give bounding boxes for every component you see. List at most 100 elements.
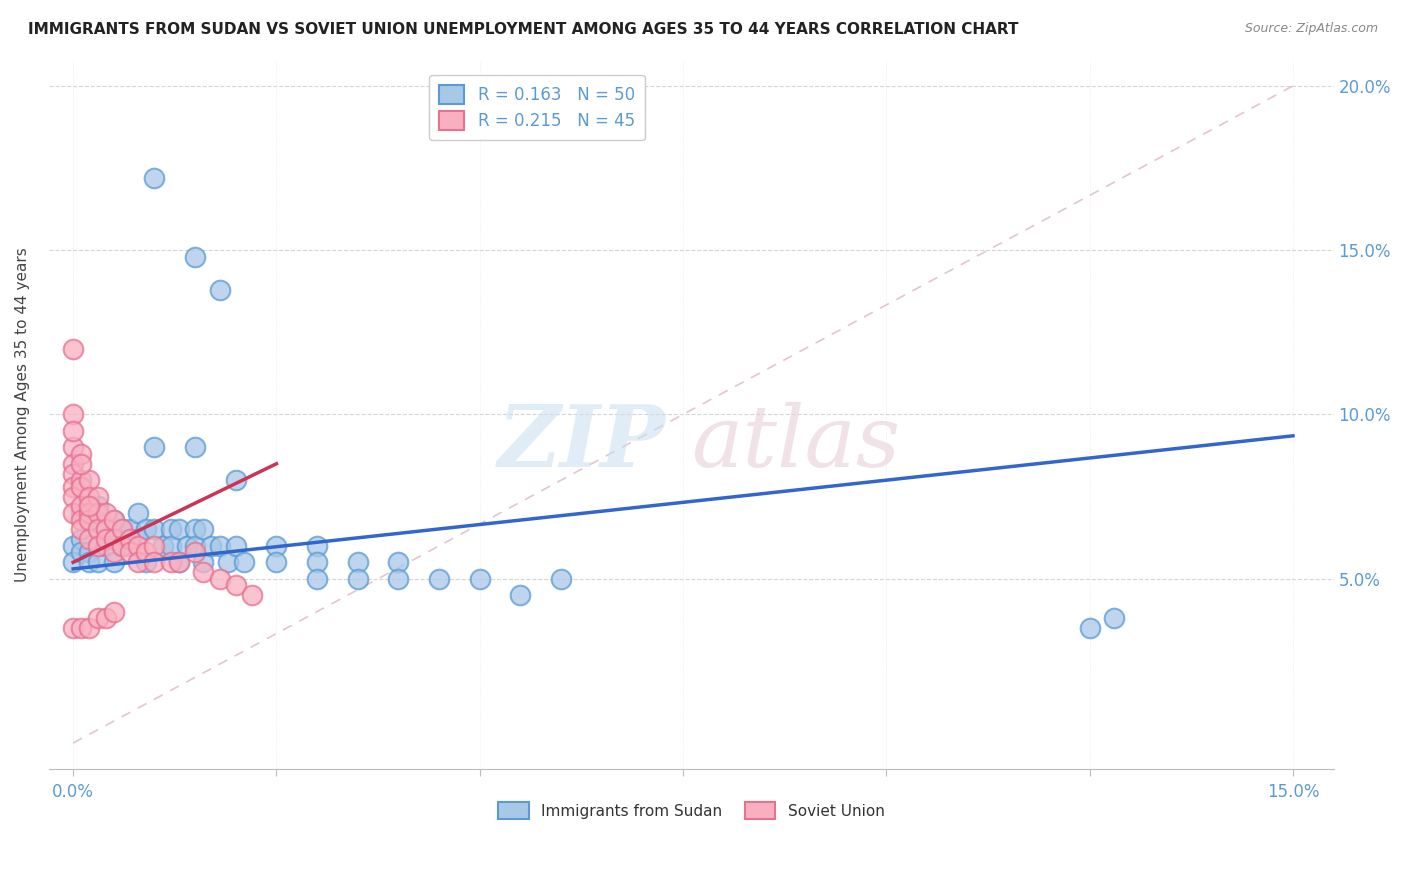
Point xyxy=(62,467,84,481)
Point xyxy=(103,555,125,569)
Point xyxy=(143,440,166,454)
Point xyxy=(70,480,93,494)
Point xyxy=(127,555,149,569)
Point xyxy=(184,523,207,537)
Point xyxy=(62,555,84,569)
Point xyxy=(217,555,239,569)
Point xyxy=(127,533,149,547)
Point xyxy=(307,539,329,553)
Point xyxy=(135,523,157,537)
Point xyxy=(62,490,84,504)
Point xyxy=(79,500,101,514)
Point xyxy=(159,523,181,537)
Point xyxy=(103,545,125,559)
Point xyxy=(62,506,84,520)
Point xyxy=(62,539,84,553)
Point xyxy=(79,555,101,569)
Point xyxy=(86,490,108,504)
Point xyxy=(184,545,207,559)
Point xyxy=(111,539,134,553)
Point xyxy=(94,523,117,537)
Point xyxy=(176,539,198,553)
Point xyxy=(143,555,166,569)
Point xyxy=(120,545,142,559)
Point xyxy=(143,523,166,537)
Point xyxy=(193,555,215,569)
Point xyxy=(94,523,117,537)
Point xyxy=(307,572,329,586)
Point xyxy=(70,533,93,547)
Point xyxy=(70,513,93,527)
Point xyxy=(1102,611,1125,625)
Point xyxy=(70,621,93,635)
Point xyxy=(193,523,215,537)
Point xyxy=(62,342,84,356)
Point xyxy=(70,457,93,471)
Point xyxy=(240,588,263,602)
Point xyxy=(427,572,450,586)
Point xyxy=(266,555,288,569)
Point xyxy=(232,555,254,569)
Point xyxy=(387,572,409,586)
Point xyxy=(135,555,157,569)
Point xyxy=(62,440,84,454)
Point xyxy=(387,555,409,569)
Point xyxy=(79,513,101,527)
Point xyxy=(62,457,84,471)
Point xyxy=(550,572,572,586)
Point xyxy=(152,539,174,553)
Point xyxy=(62,424,84,438)
Point xyxy=(184,440,207,454)
Point xyxy=(167,523,190,537)
Point xyxy=(307,555,329,569)
Point xyxy=(70,545,93,559)
Point xyxy=(103,533,125,547)
Point xyxy=(62,480,84,494)
Point xyxy=(79,490,101,504)
Point xyxy=(94,539,117,553)
Legend: Immigrants from Sudan, Soviet Union: Immigrants from Sudan, Soviet Union xyxy=(492,796,890,825)
Point xyxy=(70,506,93,520)
Point xyxy=(184,250,207,264)
Point xyxy=(184,539,207,553)
Point xyxy=(103,513,125,527)
Point xyxy=(135,545,157,559)
Point xyxy=(86,555,108,569)
Point xyxy=(103,513,125,527)
Point xyxy=(200,539,222,553)
Point xyxy=(266,539,288,553)
Y-axis label: Unemployment Among Ages 35 to 44 years: Unemployment Among Ages 35 to 44 years xyxy=(15,247,30,582)
Point xyxy=(120,539,142,553)
Point xyxy=(86,539,108,553)
Point xyxy=(111,539,134,553)
Text: atlas: atlas xyxy=(692,401,900,484)
Point xyxy=(143,539,166,553)
Point xyxy=(111,523,134,537)
Point xyxy=(468,572,491,586)
Point xyxy=(103,605,125,619)
Point xyxy=(94,533,117,547)
Point xyxy=(159,539,181,553)
Point xyxy=(127,539,149,553)
Point xyxy=(86,539,108,553)
Point xyxy=(70,500,93,514)
Point xyxy=(225,539,247,553)
Point xyxy=(208,539,231,553)
Point xyxy=(225,473,247,487)
Point xyxy=(86,611,108,625)
Point xyxy=(70,473,93,487)
Text: Source: ZipAtlas.com: Source: ZipAtlas.com xyxy=(1244,22,1378,36)
Point xyxy=(79,545,101,559)
Point xyxy=(62,621,84,635)
Point xyxy=(79,533,101,547)
Point xyxy=(70,447,93,461)
Point xyxy=(86,506,108,520)
Point xyxy=(167,555,190,569)
Point xyxy=(86,500,108,514)
Point xyxy=(208,283,231,297)
Point xyxy=(143,170,166,185)
Point xyxy=(94,506,117,520)
Point xyxy=(111,523,134,537)
Point xyxy=(159,555,181,569)
Point xyxy=(1078,621,1101,635)
